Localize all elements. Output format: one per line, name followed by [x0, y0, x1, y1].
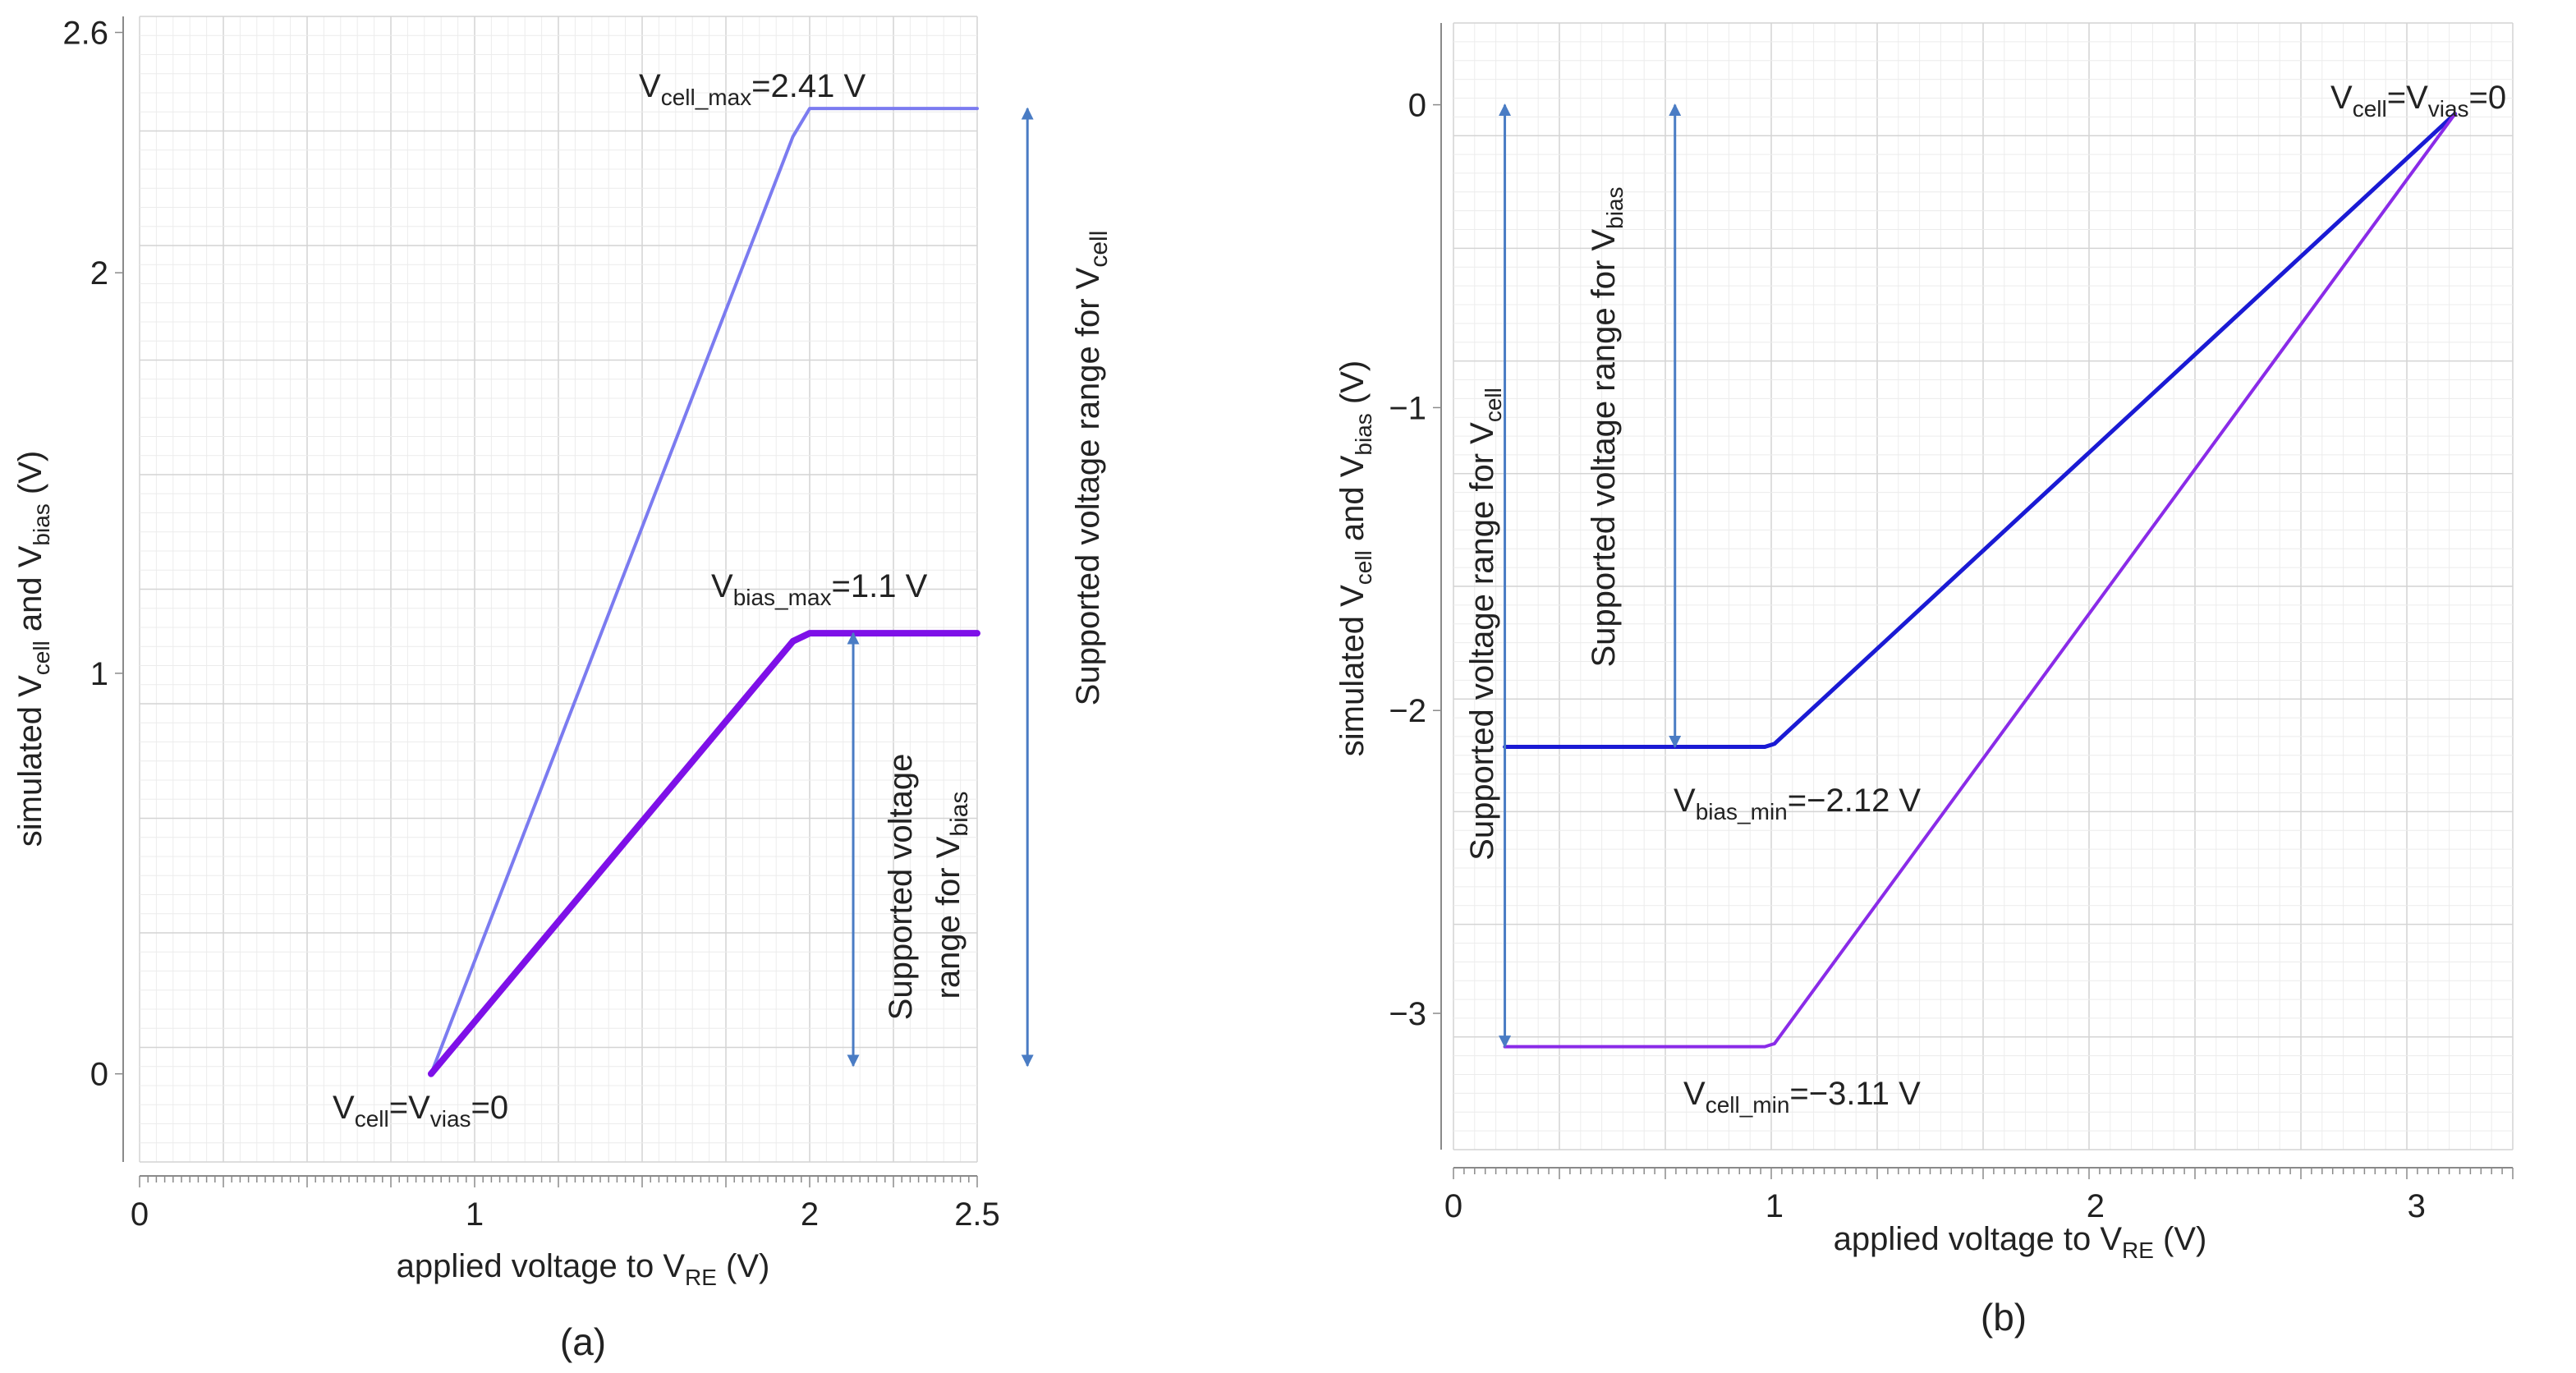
y-tick-label: −1: [1389, 390, 1426, 426]
chart-b-annotation-vbias-min: Vbias_min=−2.12 V: [1674, 783, 1921, 824]
chart-a-range-arrows: [847, 107, 1034, 1068]
chart-a-x-axis-title: applied voltage to VRE (V): [397, 1248, 770, 1290]
chart-b-grid: [1453, 22, 2514, 1150]
series-line-vcell: [429, 107, 979, 1076]
chart-a-panel-label: (a): [560, 1320, 606, 1363]
x-tick-label: 2: [2087, 1188, 2105, 1224]
x-tick-label: 2.5: [954, 1196, 1000, 1233]
chart-b-series: [1503, 112, 2458, 1049]
chart-b-y-ticks: 0 −1 −2 −3: [1389, 88, 1441, 1032]
chart-b-panel-label: (b): [1981, 1296, 2027, 1339]
series-line-vbias: [1503, 112, 2458, 749]
y-tick-label: 2: [90, 255, 108, 292]
chart-a-annotation-vbias-max: Vbias_max=1.1 V: [711, 568, 928, 610]
x-tick-label: 1: [1766, 1188, 1784, 1224]
chart-b-range-arrows: [1499, 103, 1682, 1049]
y-tick-label: −2: [1389, 693, 1426, 729]
y-tick-label: 0: [1408, 88, 1426, 124]
x-tick-label: 0: [1444, 1188, 1462, 1224]
chart-b-x-ticks: 0 1 2 3: [1444, 1168, 2514, 1224]
chart-a-x-ticks: 0 1 2 2.5: [131, 1176, 1000, 1233]
x-tick-label: 1: [466, 1196, 484, 1233]
chart-b-x-axis-title: applied voltage to VRE (V): [1834, 1221, 2207, 1263]
chart-a-range-label-vcell: Supported voltage range for Vcell: [1070, 231, 1113, 706]
chart-a-grid: [139, 16, 978, 1163]
y-tick-label: 1: [90, 656, 108, 692]
chart-b-annotation-zero: Vcell=Vvias=0: [2330, 80, 2506, 122]
chart-b-range-label-vbias: Supported voltage range for Vbias: [1586, 186, 1628, 667]
chart-b-annotation-vcell-min: Vcell_min=−3.11 V: [1683, 1076, 1921, 1118]
series-line-vbias: [427, 630, 980, 1077]
x-tick-label: 0: [131, 1196, 149, 1233]
chart-a-range-label-vbias: Supported voltage range for Vbias: [883, 754, 973, 1021]
chart-b-y-axis-title: simulated Vcell and Vbias (V): [1334, 360, 1376, 756]
y-tick-label: 2.6: [62, 16, 108, 52]
chart-a-y-axis-title: simulated Vcell and Vbias (V): [12, 451, 54, 847]
chart-a-annotation-vcell-max: Vcell_max=2.41 V: [639, 68, 866, 110]
y-tick-label: −3: [1389, 996, 1426, 1032]
y-tick-label: 0: [90, 1057, 108, 1093]
x-tick-label: 3: [2408, 1188, 2426, 1224]
series-line-vcell: [1503, 112, 2457, 1049]
chart-a-y-ticks: 0 1 2 2.6: [62, 16, 123, 1093]
x-tick-label: 2: [801, 1196, 819, 1233]
chart-b-range-label-vcell: Supported voltage range for Vcell: [1464, 388, 1506, 861]
chart-a-series: [427, 107, 980, 1077]
chart-panel-a: 0 1 2 2.5 0 1 2 2.6 applied voltage to VRE (V)…: [12, 16, 1113, 1363]
chart-a-annotation-zero: Vcell=Vvias=0: [333, 1090, 508, 1132]
